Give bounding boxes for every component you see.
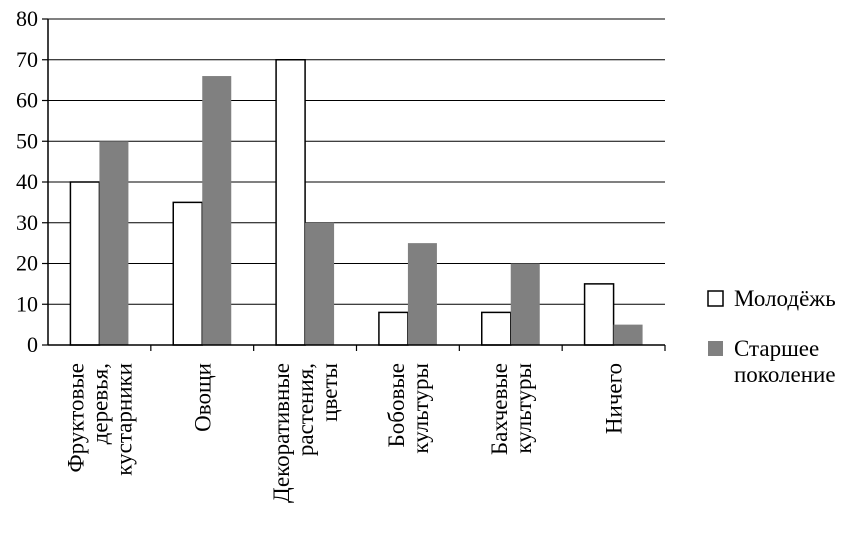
- y-tick-label: 40: [16, 169, 38, 194]
- y-tick-label: 10: [16, 291, 38, 316]
- bar-series-2: [510, 263, 540, 345]
- bar-series-2: [613, 324, 643, 345]
- y-tick-label: 30: [16, 210, 38, 235]
- y-tick-label: 60: [16, 88, 38, 113]
- bar-series-2: [99, 141, 129, 345]
- axes: [42, 18, 666, 351]
- y-tick-label: 80: [16, 6, 38, 31]
- y-tick-label: 20: [16, 251, 38, 276]
- category-label: Бахчевыекультуры: [487, 363, 536, 455]
- bar-series-1: [275, 59, 306, 346]
- category-label: Фруктовыедеревья,кустарники: [63, 363, 136, 476]
- legend-swatch: [708, 341, 723, 356]
- y-tick-label: 70: [16, 47, 38, 72]
- legend-swatch: [707, 290, 724, 307]
- category-label: Ничего: [602, 363, 627, 434]
- bar-series-1: [378, 311, 409, 346]
- category-label: Овощи: [190, 363, 215, 432]
- bar-series-1: [481, 311, 512, 346]
- category-labels: Фруктовыедеревья,кустарники Овощи Декорати…: [63, 363, 626, 503]
- bar-series-1: [69, 181, 101, 346]
- category-label: Декоративныерастения,цветы: [269, 363, 342, 503]
- bar-series-2: [305, 222, 335, 345]
- legend-label: Старшее поколение: [734, 336, 836, 387]
- bar-series-1: [583, 283, 615, 346]
- y-tick-labels: 0 10 20 30 40 50 60 70 80: [16, 6, 38, 357]
- bar-series-2: [202, 76, 232, 346]
- bars: [69, 59, 643, 346]
- y-tick-label: 0: [27, 332, 38, 357]
- gridlines: [48, 18, 665, 305]
- legend-label: Молодёжь: [734, 286, 836, 311]
- category-label: Бобовыекультуры: [384, 363, 433, 454]
- y-tick-label: 50: [16, 128, 38, 153]
- legend: Молодёжь Старшее поколение: [707, 286, 836, 387]
- bar-series-2: [407, 243, 437, 345]
- bar-series-1: [172, 201, 203, 346]
